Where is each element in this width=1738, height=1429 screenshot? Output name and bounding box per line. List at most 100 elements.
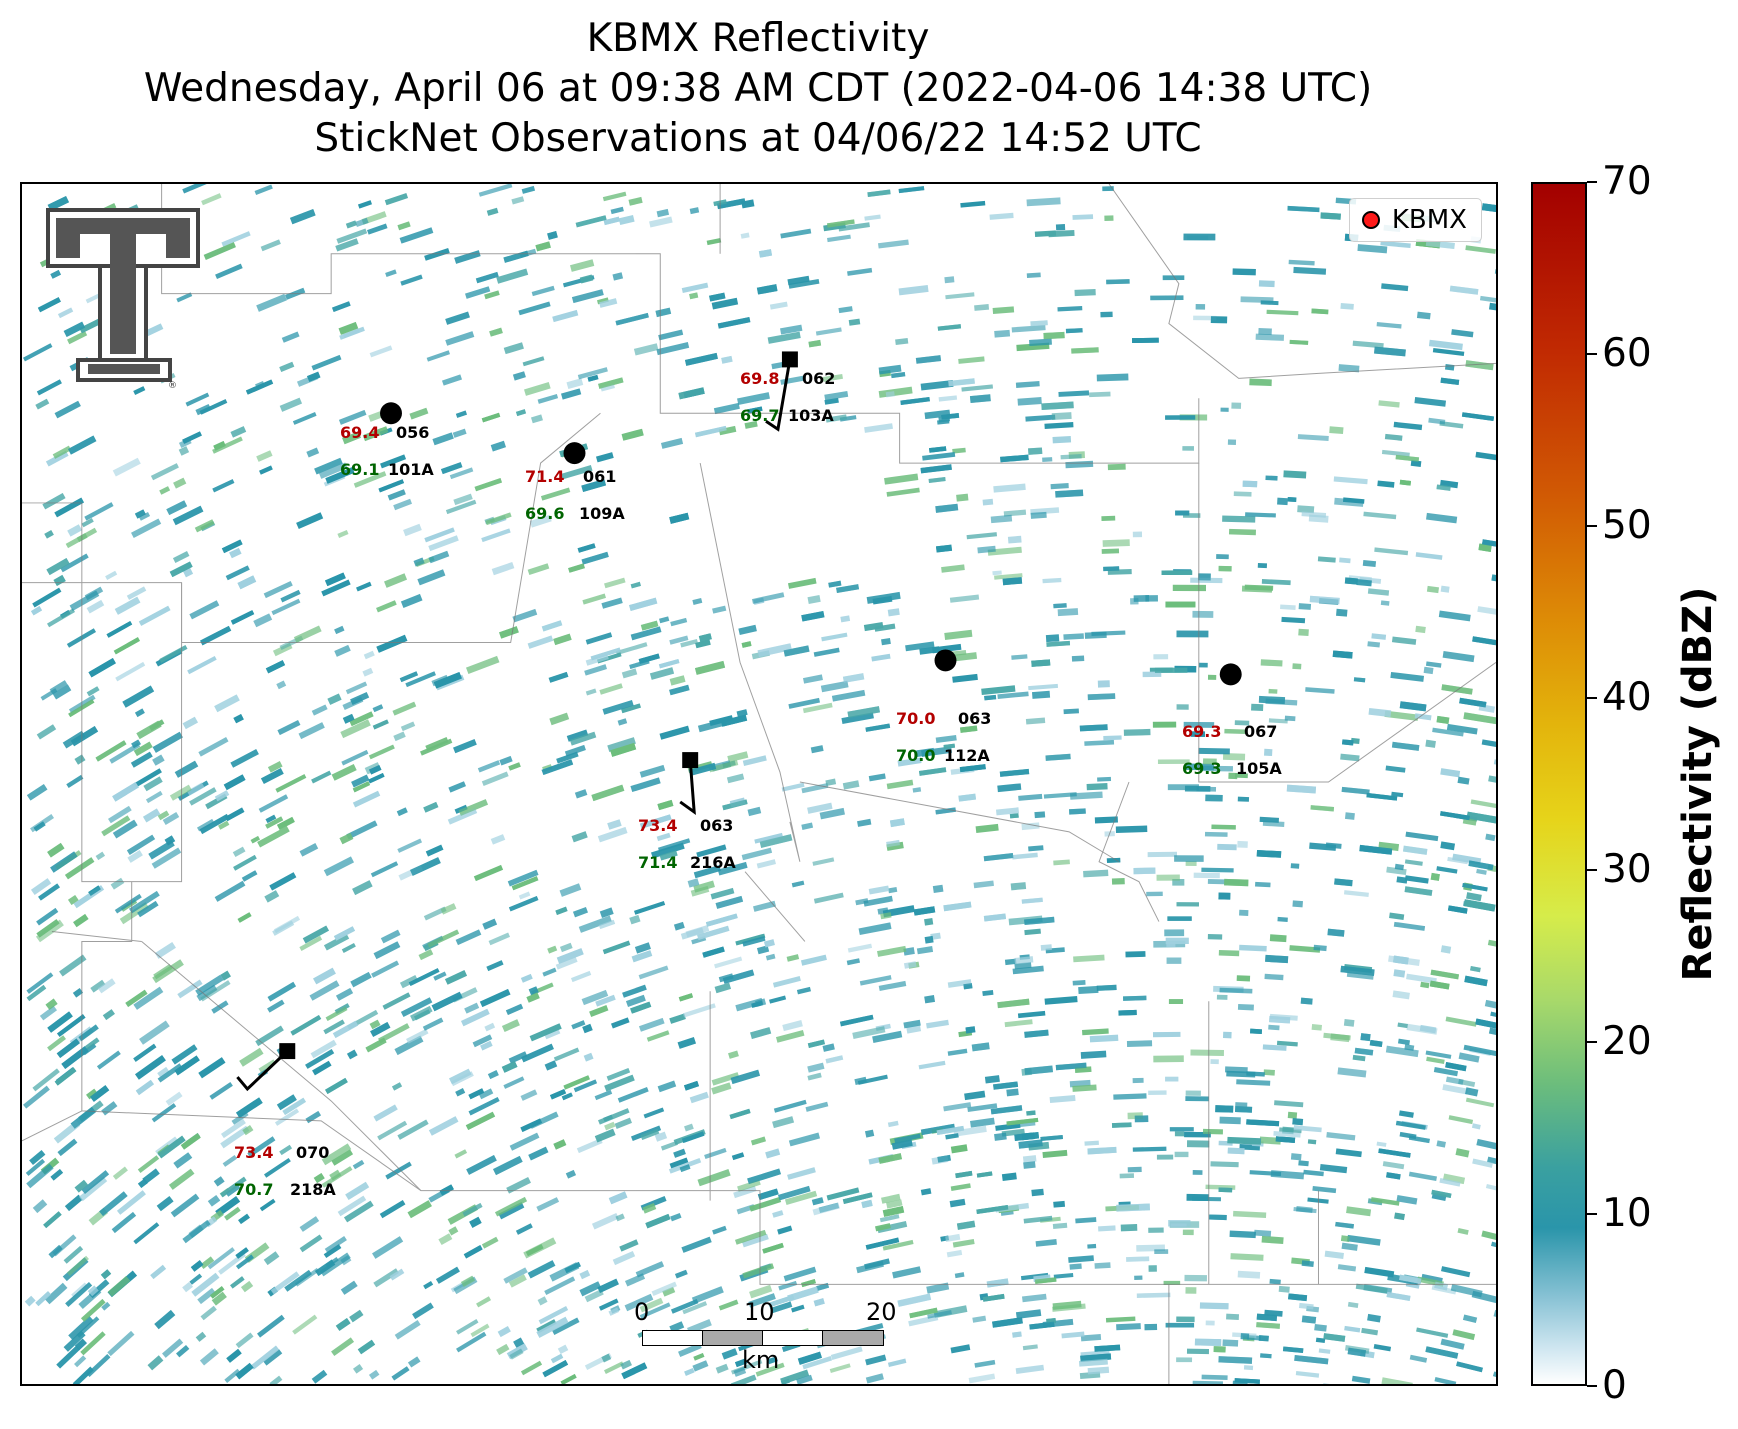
reflectivity-cell	[886, 779, 914, 790]
reflectivity-cell	[865, 1237, 900, 1250]
reflectivity-cell	[1292, 900, 1303, 908]
reflectivity-cell	[583, 1052, 594, 1062]
reflectivity-cell	[555, 956, 578, 970]
reflectivity-cell	[1367, 588, 1390, 596]
map-legend: KBMX	[1348, 198, 1482, 242]
reflectivity-cell	[36, 907, 59, 926]
reflectivity-cell	[1165, 937, 1189, 945]
reflectivity-cell	[1268, 1024, 1280, 1031]
reflectivity-cell	[1481, 1230, 1496, 1244]
reflectivity-cell	[961, 384, 994, 392]
reflectivity-cell	[886, 487, 920, 497]
reflectivity-cell	[1337, 1067, 1367, 1078]
reflectivity-cell	[1165, 1076, 1179, 1082]
reflectivity-cell	[29, 1150, 46, 1166]
reflectivity-cell	[39, 1005, 58, 1021]
reflectivity-cell	[279, 397, 303, 412]
reflectivity-cell	[1352, 1054, 1366, 1062]
reflectivity-cell	[212, 436, 243, 454]
reflectivity-cell	[107, 805, 132, 824]
reflectivity-cell	[147, 1355, 164, 1371]
reflectivity-cell	[209, 1081, 233, 1100]
reflectivity-cell	[1264, 973, 1284, 981]
reflectivity-cell	[802, 702, 833, 714]
reflectivity-cell	[733, 1185, 757, 1199]
reflectivity-cell	[378, 1023, 410, 1044]
reflectivity-cell	[1367, 641, 1381, 648]
reflectivity-cell	[797, 1351, 822, 1365]
reflectivity-cell	[424, 527, 455, 543]
reflectivity-cell	[1442, 1173, 1466, 1185]
reflectivity-cell	[1167, 784, 1199, 791]
reflectivity-cell	[756, 284, 778, 295]
reflectivity-cell	[1034, 811, 1046, 819]
reflectivity-cell	[1292, 663, 1302, 670]
station-temp: 71.4	[525, 467, 565, 486]
reflectivity-cell	[559, 942, 573, 953]
reflectivity-cell	[257, 1314, 285, 1338]
reflectivity-cell	[1097, 776, 1112, 782]
reflectivity-cell	[556, 948, 584, 964]
reflectivity-cell	[842, 1192, 873, 1205]
reflectivity-cell	[497, 1326, 511, 1338]
reflectivity-cell	[454, 250, 481, 264]
reflectivity-cell	[281, 331, 300, 343]
reflectivity-cell	[511, 876, 539, 891]
reflectivity-cell	[1479, 295, 1496, 305]
reflectivity-cell	[1010, 882, 1027, 891]
reflectivity-cell	[177, 979, 203, 999]
reflectivity-cell	[1376, 321, 1402, 329]
reflectivity-cell	[1000, 454, 1029, 463]
reflectivity-cell	[340, 1280, 358, 1295]
reflectivity-cell	[1415, 552, 1443, 560]
reflectivity-cell	[1011, 324, 1046, 333]
reflectivity-cell	[176, 1344, 190, 1358]
reflectivity-cell	[488, 932, 511, 946]
reflectivity-cell	[918, 767, 947, 776]
reflectivity-cell	[1428, 339, 1463, 351]
reflectivity-cell	[337, 529, 349, 538]
reflectivity-cell	[1086, 783, 1108, 791]
reflectivity-cell	[569, 259, 595, 272]
reflectivity-cell	[129, 890, 160, 914]
reflectivity-cell	[438, 1233, 453, 1246]
reflectivity-cell	[722, 969, 755, 984]
reflectivity-cell	[607, 737, 636, 753]
reflectivity-cell	[503, 1267, 528, 1284]
reflectivity-cell	[399, 671, 419, 683]
reflectivity-cell	[657, 799, 674, 811]
reflectivity-cell	[941, 413, 960, 420]
reflectivity-cell	[412, 1302, 434, 1320]
reflectivity-cell	[1176, 1357, 1193, 1363]
reflectivity-cell	[235, 1332, 254, 1349]
reflectivity-cell	[727, 751, 749, 763]
reflectivity-cell	[520, 973, 533, 983]
reflectivity-cell	[807, 1039, 825, 1048]
reflectivity-cell	[313, 1173, 325, 1184]
radar-map[interactable]: ® KBMX 69.4 056 69.1 101A 71.4 061 69.6 …	[20, 182, 1498, 1386]
reflectivity-cell	[313, 967, 336, 985]
reflectivity-cell	[1006, 1088, 1019, 1097]
reflectivity-cell	[352, 790, 381, 808]
reflectivity-cell	[80, 1298, 106, 1322]
reflectivity-cell	[1046, 640, 1071, 647]
reflectivity-cell	[1100, 311, 1113, 318]
reflectivity-cell	[1436, 715, 1450, 725]
reflectivity-cell	[974, 304, 990, 311]
reflectivity-cell	[742, 1263, 775, 1279]
reflectivity-cell	[1354, 1047, 1374, 1056]
reflectivity-cell	[1384, 433, 1403, 441]
reflectivity-cell	[1113, 1093, 1147, 1100]
reflectivity-cell	[1481, 739, 1496, 749]
reflectivity-cell	[1466, 811, 1496, 824]
reflectivity-cell	[199, 399, 228, 415]
reflectivity-cell	[185, 392, 210, 407]
reflectivity-cell	[137, 1155, 160, 1173]
reflectivity-cell	[550, 1353, 564, 1364]
reflectivity-cell	[920, 464, 952, 474]
reflectivity-cell	[254, 184, 273, 196]
reflectivity-cell	[1311, 1024, 1323, 1031]
reflectivity-cell	[1104, 215, 1114, 222]
reflectivity-cell	[1461, 412, 1495, 422]
reflectivity-cell	[1006, 1117, 1039, 1126]
